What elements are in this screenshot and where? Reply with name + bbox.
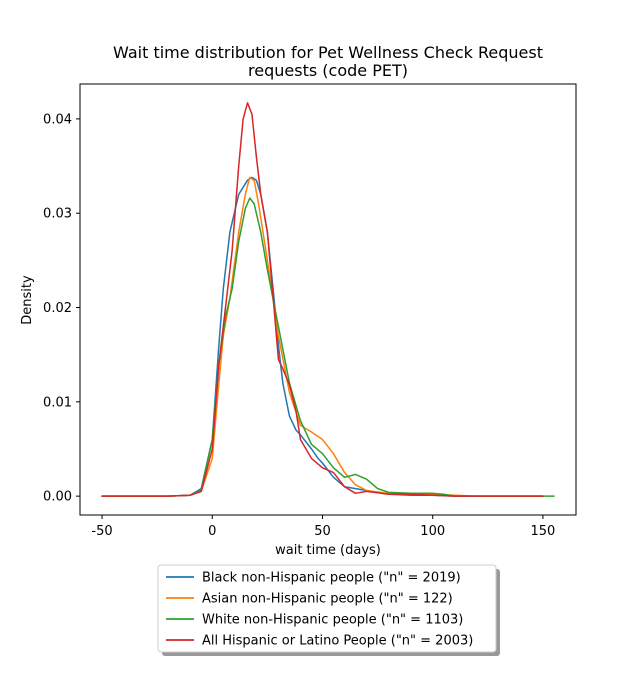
x-tick-label-2: 50: [314, 524, 331, 539]
x-tick-label-0: -50: [91, 524, 112, 539]
y-axis-ticks: 0.00 0.01 0.02 0.03 0.04: [43, 112, 80, 505]
x-axis-label: wait time (days): [275, 543, 381, 558]
legend-label-1: Asian non-Hispanic people ("n" = 122): [202, 592, 453, 607]
legend-label-0: Black non-Hispanic people ("n" = 2019): [202, 571, 461, 586]
series-layer: [101, 102, 555, 497]
legend: Black non-Hispanic people ("n" = 2019) As…: [157, 564, 500, 656]
legend-label-3: All Hispanic or Latino People ("n" = 200…: [202, 634, 473, 649]
y-axis-label: Density: [20, 275, 35, 325]
plot-frame: [79, 83, 577, 516]
x-tick-label-3: 100: [420, 524, 445, 539]
legend-label-2: White non-Hispanic people ("n" = 1103): [202, 613, 463, 628]
y-tick-label-4: 0.04: [43, 112, 72, 127]
legend-box: [157, 564, 497, 653]
y-tick-label-0: 0.00: [43, 490, 72, 505]
y-tick-label-1: 0.01: [43, 395, 72, 410]
y-tick-label-3: 0.03: [43, 207, 72, 222]
series-line-3: [101, 102, 544, 497]
y-tick-label-2: 0.02: [43, 301, 72, 316]
x-tick-label-4: 150: [531, 524, 556, 539]
chart-title-line-2: requests (code PET): [248, 61, 408, 80]
x-axis-ticks: -50 0 50 100 150: [91, 515, 555, 539]
chart-title-line-1: Wait time distribution for Pet Wellness …: [113, 43, 543, 62]
x-tick-label-1: 0: [208, 524, 216, 539]
